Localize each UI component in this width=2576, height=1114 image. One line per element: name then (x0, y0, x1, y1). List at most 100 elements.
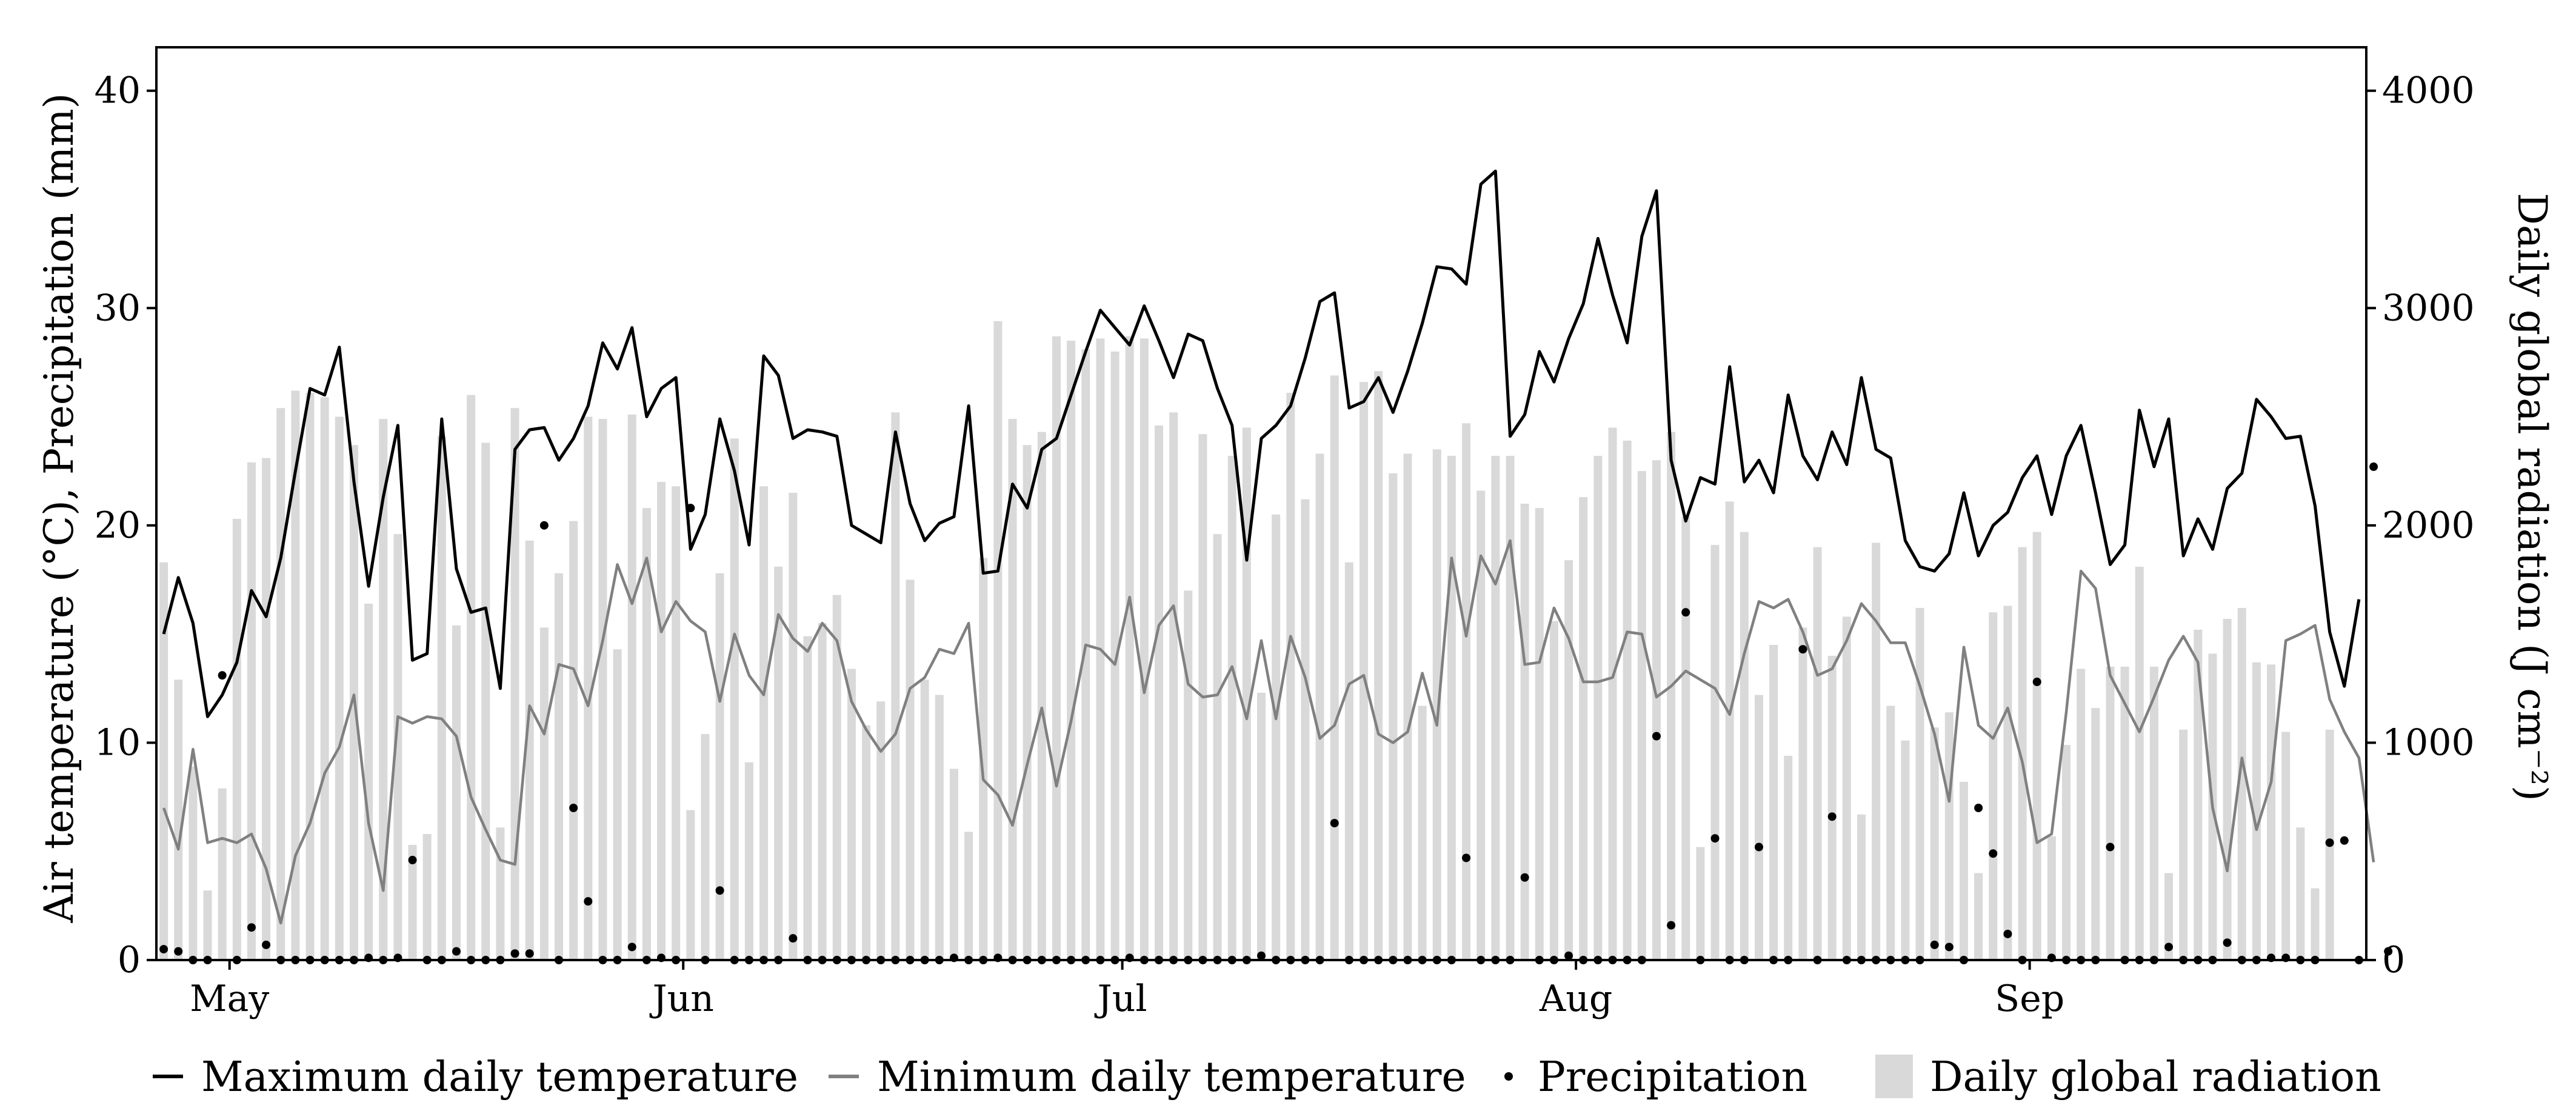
y-tick-label-right: 2000 (2382, 504, 2475, 547)
radiation-bar (993, 321, 1003, 960)
radiation-bar (1754, 695, 1763, 960)
radiation-bar (276, 408, 285, 960)
radiation-bar (949, 769, 958, 960)
radiation-bar (2003, 605, 2012, 960)
precipitation-point (686, 504, 695, 513)
right-y-axis: 0 1000 2000 3000 4000 (2366, 70, 2475, 981)
radiation-bar (1023, 445, 1032, 960)
precipitation-point (2106, 842, 2115, 852)
radiation-bar (1886, 705, 1895, 960)
precipitation-point (1564, 951, 1573, 960)
radiation-bar (2077, 669, 2086, 960)
radiation-bar (686, 810, 695, 960)
radiation-bar (1637, 471, 1646, 960)
y-tick-label-right: 0 (2382, 939, 2405, 981)
radiation-bar (832, 595, 841, 960)
x-tick-label: Jun (649, 978, 714, 1020)
precipitation-point (1462, 853, 1471, 862)
radiation-bar (730, 438, 739, 960)
precipitation-point (789, 934, 798, 943)
precipitation-point (525, 949, 534, 958)
precipitation-point (1652, 732, 1661, 741)
precipitation-point (2003, 929, 2012, 938)
radiation-bar (1256, 692, 1266, 960)
radiation-bar (1608, 427, 1617, 960)
precipitation-point (2325, 838, 2334, 847)
x-axis: May Jun Jul Aug Sep (190, 960, 2064, 1020)
precipitation-point (218, 671, 227, 680)
radiation-bar (1286, 393, 1295, 960)
radiation-bar (1272, 514, 1281, 960)
max-temperature-line (162, 169, 2361, 718)
radiation-bar (1184, 590, 1193, 960)
radiation-bar (979, 558, 988, 960)
radiation-bar (2223, 619, 2232, 960)
radiation-bar (2296, 827, 2305, 960)
precipitation-point (452, 947, 461, 956)
y-tick-label-right: 3000 (2382, 287, 2475, 329)
radiation-bar (1052, 336, 1061, 960)
radiation-bar (2149, 666, 2158, 960)
radiation-bar (335, 416, 344, 960)
precipitation-point (247, 923, 256, 932)
radiation-bar (2047, 836, 2056, 960)
radiation-bar (1418, 705, 1427, 960)
radiation-bar (218, 788, 227, 960)
radiation-bar (364, 603, 373, 960)
radiation-bar (862, 725, 871, 960)
radiation-bar (1037, 432, 1046, 960)
radiation-bar (452, 625, 461, 960)
precipitation-point (1667, 921, 1676, 930)
legend-dot-swatch (1504, 1072, 1513, 1081)
radiation-bar (847, 669, 856, 960)
radiation-bar (1067, 341, 1076, 960)
precipitation-point (2369, 462, 2378, 472)
precipitation-point (1974, 804, 1983, 812)
radiation-bars (159, 321, 2334, 960)
min-temperature-line (162, 539, 2375, 925)
radiation-bar (774, 566, 783, 960)
radiation-bar (437, 436, 446, 960)
radiation-bar (481, 442, 490, 960)
radiation-bar (1827, 656, 1837, 960)
radiation-bar (262, 458, 271, 960)
radiation-bar (1389, 473, 1398, 960)
radiation-bar (174, 679, 183, 960)
radiation-bar (232, 519, 241, 960)
precipitation-point (1827, 812, 1837, 821)
precipitation-point (627, 942, 636, 952)
radiation-bar (525, 540, 534, 960)
radiation-bar (803, 636, 812, 960)
radiation-bar (1549, 621, 1558, 960)
precipitation-point (715, 886, 724, 895)
radiation-bar (935, 695, 944, 960)
radiation-bar (1462, 423, 1471, 960)
radiation-bar (1081, 349, 1090, 960)
radiation-bar (467, 395, 476, 960)
radiation-bar (2252, 662, 2261, 960)
radiation-bar (672, 486, 681, 960)
precipitation-point (2032, 678, 2041, 687)
radiation-bar (2164, 873, 2174, 960)
radiation-bar (2106, 666, 2115, 960)
precipitation-point (2340, 836, 2349, 845)
radiation-bar (2179, 729, 2188, 960)
radiation-bar (1344, 562, 1353, 960)
radiation-bar (876, 701, 886, 960)
legend-bar-swatch (1875, 1055, 1913, 1098)
legend-label: Daily global radiation (1930, 1053, 2381, 1101)
precipitation-point (510, 949, 519, 958)
y-tick-label-right: 1000 (2382, 721, 2475, 764)
radiation-bar (510, 408, 519, 960)
precipitation-point (569, 804, 578, 812)
radiation-bar (1491, 456, 1500, 960)
radiation-bar (379, 419, 388, 960)
radiation-bar (2018, 547, 2027, 960)
radiation-bar (1315, 453, 1324, 960)
precipitation-point (159, 945, 169, 954)
radiation-bar (598, 419, 607, 960)
radiation-bar (2032, 532, 2041, 960)
radiation-bar (964, 832, 973, 960)
y-tick-label-left: 0 (118, 939, 141, 981)
